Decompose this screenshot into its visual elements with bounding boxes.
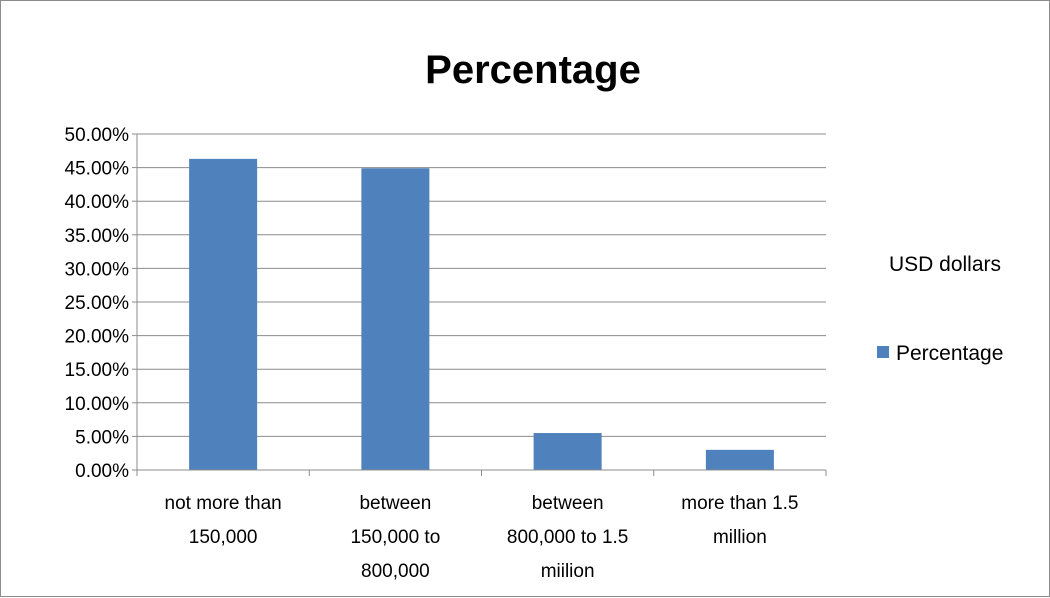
legend: USD dollars Percentage bbox=[877, 253, 1003, 365]
x-tick-label: not more than bbox=[165, 493, 282, 514]
legend-swatch bbox=[877, 346, 889, 358]
legend-title: USD dollars bbox=[889, 253, 1001, 276]
y-tick-label: 10.00% bbox=[65, 394, 130, 415]
x-tick-label: 150,000 to bbox=[350, 527, 440, 548]
bar bbox=[705, 449, 774, 470]
y-tick-label: 15.00% bbox=[65, 360, 130, 381]
legend-label: Percentage bbox=[896, 342, 1003, 365]
x-tick-label: 800,000 bbox=[361, 561, 430, 582]
y-axis-tick-labels: 0.00% 5.00% 10.00% 15.00% 20.00% 25.00% 30.00%… bbox=[65, 125, 130, 482]
x-tick-label: miilion bbox=[541, 561, 595, 582]
y-tick-label: 40.00% bbox=[65, 192, 130, 213]
x-tick-label: between bbox=[532, 493, 604, 514]
y-tick-label: 0.00% bbox=[75, 461, 129, 482]
bar bbox=[189, 158, 258, 470]
x-axis-tick-labels: not more than 150,000 between 150,000 to 800… bbox=[165, 493, 799, 582]
bars bbox=[189, 158, 774, 470]
x-tick-label: more than 1.5 bbox=[681, 493, 798, 514]
y-tick-label: 5.00% bbox=[75, 427, 129, 448]
x-tick-label: 150,000 bbox=[189, 527, 258, 548]
bar bbox=[361, 168, 430, 470]
x-tick-label: between bbox=[359, 493, 431, 514]
y-tick-label: 35.00% bbox=[65, 226, 130, 247]
bar bbox=[533, 433, 602, 470]
y-tick-label: 30.00% bbox=[65, 259, 130, 280]
y-tick-label: 20.00% bbox=[65, 327, 130, 348]
y-tick-label: 50.00% bbox=[65, 125, 130, 146]
chart-title: Percentage bbox=[425, 48, 641, 92]
y-tick-label: 45.00% bbox=[65, 159, 130, 180]
x-tick-label: million bbox=[713, 527, 767, 548]
y-tick-label: 25.00% bbox=[65, 293, 130, 314]
axes bbox=[132, 133, 827, 476]
x-tick-label: 800,000 to 1.5 bbox=[507, 527, 629, 548]
